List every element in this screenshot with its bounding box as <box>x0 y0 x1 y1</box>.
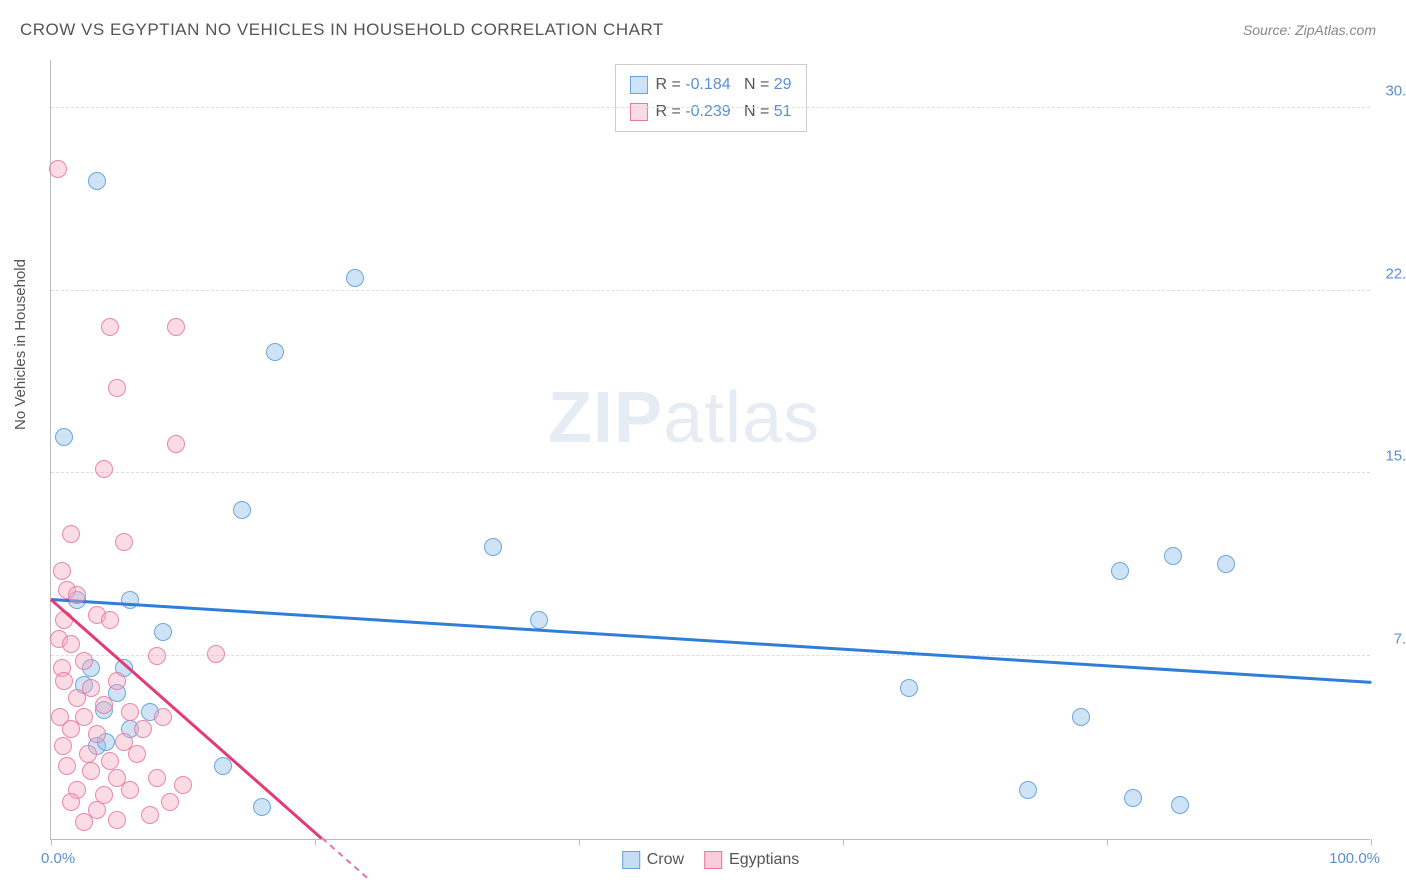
scatter-point <box>62 793 80 811</box>
scatter-point <box>253 798 271 816</box>
scatter-point <box>233 501 251 519</box>
scatter-point <box>1124 789 1142 807</box>
legend-item: Crow <box>622 851 684 869</box>
scatter-point <box>1171 796 1189 814</box>
scatter-point <box>75 652 93 670</box>
legend-label: Egyptians <box>729 851 799 869</box>
x-axis-max-label: 100.0% <box>1329 850 1380 867</box>
y-tick-label: 22.5% <box>1385 265 1406 282</box>
scatter-point <box>148 769 166 787</box>
legend-swatch <box>629 103 647 121</box>
scatter-point <box>58 757 76 775</box>
scatter-point <box>154 623 172 641</box>
legend-swatch <box>629 76 647 94</box>
legend-stat-text: R = -0.239 N = 51 <box>655 98 791 125</box>
scatter-point <box>141 806 159 824</box>
scatter-point <box>49 160 67 178</box>
scatter-point <box>121 591 139 609</box>
scatter-point <box>55 428 73 446</box>
scatter-point <box>207 645 225 663</box>
scatter-point <box>101 611 119 629</box>
legend-label: Crow <box>647 851 684 869</box>
scatter-point <box>101 752 119 770</box>
gridline <box>51 290 1370 291</box>
legend-row: R = -0.184 N = 29 <box>629 71 791 98</box>
x-tick <box>843 839 844 845</box>
y-tick-label: 30.0% <box>1385 82 1406 99</box>
x-tick <box>1371 839 1372 845</box>
chart-title: CROW VS EGYPTIAN NO VEHICLES IN HOUSEHOL… <box>20 20 664 40</box>
x-tick <box>579 839 580 845</box>
scatter-point <box>154 708 172 726</box>
scatter-point <box>174 776 192 794</box>
scatter-point <box>62 720 80 738</box>
source-attribution: Source: ZipAtlas.com <box>1243 22 1376 38</box>
legend-swatch <box>622 851 640 869</box>
scatter-point <box>108 672 126 690</box>
x-tick <box>1107 839 1108 845</box>
scatter-point <box>115 533 133 551</box>
scatter-point <box>54 737 72 755</box>
scatter-point <box>53 562 71 580</box>
scatter-point <box>1072 708 1090 726</box>
scatter-point <box>88 725 106 743</box>
scatter-point <box>88 172 106 190</box>
scatter-point <box>62 635 80 653</box>
trend-line-dashed <box>321 837 367 878</box>
trend-line <box>51 598 1371 683</box>
chart-plot-area: ZIPatlas R = -0.184 N = 29R = -0.239 N =… <box>50 60 1370 840</box>
gridline <box>51 107 1370 108</box>
scatter-point <box>266 343 284 361</box>
watermark-text: ZIPatlas <box>548 377 820 459</box>
scatter-point <box>108 379 126 397</box>
scatter-point <box>95 696 113 714</box>
scatter-point <box>214 757 232 775</box>
scatter-point <box>121 703 139 721</box>
scatter-point <box>346 269 364 287</box>
scatter-point <box>121 781 139 799</box>
x-tick <box>51 839 52 845</box>
scatter-point <box>900 679 918 697</box>
scatter-point <box>530 611 548 629</box>
scatter-point <box>79 745 97 763</box>
scatter-point <box>484 538 502 556</box>
scatter-point <box>1164 547 1182 565</box>
scatter-point <box>95 460 113 478</box>
gridline <box>51 472 1370 473</box>
scatter-point <box>1217 555 1235 573</box>
x-axis-min-label: 0.0% <box>41 850 75 867</box>
y-axis-label: No Vehicles in Household <box>12 259 29 430</box>
series-legend: Crow Egyptians <box>622 851 800 869</box>
scatter-point <box>82 762 100 780</box>
scatter-point <box>1111 562 1129 580</box>
scatter-point <box>128 745 146 763</box>
y-tick-label: 7.5% <box>1394 631 1406 648</box>
scatter-point <box>68 689 86 707</box>
correlation-legend: R = -0.184 N = 29R = -0.239 N = 51 <box>614 64 806 132</box>
scatter-point <box>148 647 166 665</box>
scatter-point <box>101 318 119 336</box>
scatter-point <box>108 811 126 829</box>
scatter-point <box>55 672 73 690</box>
scatter-point <box>167 318 185 336</box>
scatter-point <box>75 813 93 831</box>
scatter-point <box>62 525 80 543</box>
scatter-point <box>1019 781 1037 799</box>
legend-item: Egyptians <box>704 851 799 869</box>
legend-swatch <box>704 851 722 869</box>
scatter-point <box>68 586 86 604</box>
x-tick <box>315 839 316 845</box>
scatter-point <box>161 793 179 811</box>
legend-row: R = -0.239 N = 51 <box>629 98 791 125</box>
scatter-point <box>167 435 185 453</box>
gridline <box>51 655 1370 656</box>
scatter-point <box>134 720 152 738</box>
legend-stat-text: R = -0.184 N = 29 <box>655 71 791 98</box>
y-tick-label: 15.0% <box>1385 448 1406 465</box>
